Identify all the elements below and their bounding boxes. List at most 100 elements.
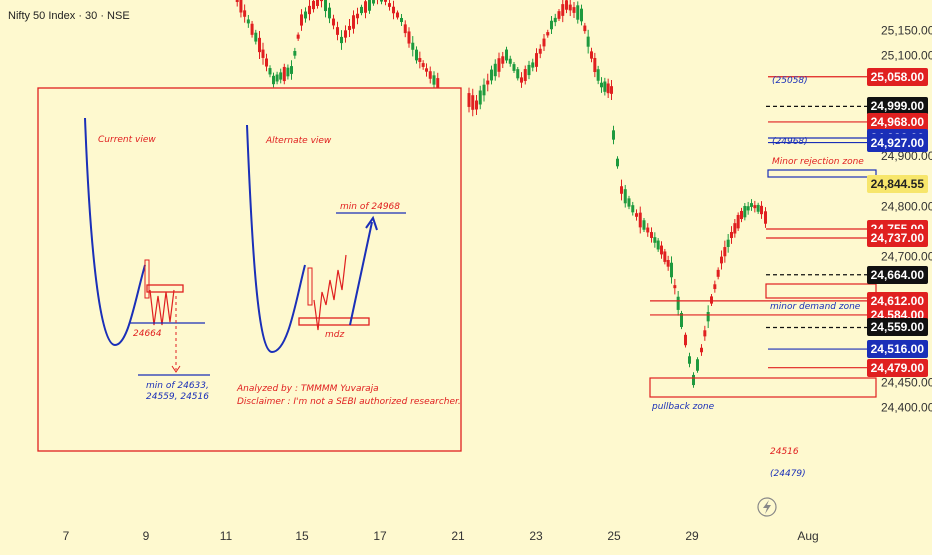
candle [740,210,743,220]
candle [523,69,527,81]
candle [482,84,486,96]
candle [635,213,638,217]
candle [316,0,319,6]
candle [261,49,265,58]
candle [421,63,425,67]
candle [418,58,422,62]
candle [620,186,623,194]
candle [493,63,497,77]
candle [557,11,561,19]
price-tag: 24,559.00 [866,318,928,337]
candle [380,0,383,2]
candle [680,313,683,327]
candle [726,239,730,247]
candle [243,10,247,17]
candle [336,27,339,35]
candle [436,78,440,92]
candle [356,13,359,19]
annotation-24479: (24479) [770,469,806,479]
candle [616,158,619,167]
candle [268,68,272,75]
minor-rejection-zone-label: Minor rejection zone [772,157,864,167]
candle [676,296,680,310]
candle [606,83,610,94]
candle [684,334,687,346]
price-tag: 25,058.00 [866,67,928,86]
min-text-2: 24559, 24516 [146,392,209,402]
inset-analysis-box: Current view Alternate view 24664 min of… [37,87,462,452]
minor-demand-zone-label: minor demand zone [770,302,861,312]
candle [490,69,493,81]
candle [312,0,315,10]
candle [486,80,490,85]
candle [396,12,399,18]
mdz-label: mdz [325,330,344,340]
y-axis[interactable]: 25,150.00 25,100.00 24,900.00 24,800.00 24,7… [881,24,932,415]
candle [344,30,347,38]
candle [743,206,747,218]
price-tag: 24,968.00 [866,112,928,131]
candle [550,20,553,30]
candle [411,42,415,50]
candle [352,15,355,29]
x-axis[interactable]: 7 9 11 15 17 21 23 25 29 Aug [63,529,819,543]
candle [576,5,580,20]
candle [368,0,371,11]
current-price-tag: 24,844.55 [866,174,928,193]
candle [304,11,307,19]
candle [696,359,699,371]
candle [688,356,691,364]
candle [286,67,290,77]
alternate-view-curve [246,124,306,354]
candle [296,34,300,39]
candle [692,374,695,386]
x-tick-label: 7 [63,529,70,543]
candle [750,203,753,207]
candle [324,0,327,12]
price-tag: 24,612.00 [866,291,928,310]
candle [730,231,733,239]
candle [328,7,331,19]
candle [471,95,475,110]
candle [254,32,258,42]
x-tick-label: 9 [143,529,150,543]
minor-rejection-zone-box [767,169,877,178]
candle [265,58,268,67]
y-tick-label: 24,700.00 [881,250,932,264]
x-tick-label: Aug [797,529,818,543]
candle [593,57,597,73]
candle [764,211,767,224]
candle [610,86,613,94]
candle [603,81,607,92]
candle [700,347,703,353]
y-tick-label: 24,450.00 [881,375,932,389]
candle [535,53,538,67]
pullback-zone-label: pullback zone [651,402,715,412]
candle [300,14,303,26]
candle [505,49,508,61]
candle [713,284,717,290]
x-tick-label: 25 [607,529,621,543]
candle [467,93,471,107]
candle [542,38,546,47]
x-tick-label: 21 [451,529,465,543]
candle [600,82,603,88]
candle [646,227,650,233]
candle [425,68,428,72]
candle [531,62,535,68]
y-tick-label: 24,800.00 [881,199,932,213]
disclaimer-text: Disclaimer : I'm not a SEBI authorized r… [237,397,461,407]
candle [670,262,673,278]
candle [538,48,542,54]
candle [733,223,737,234]
candle [572,7,576,13]
lightning-icon[interactable] [757,497,777,517]
y-tick-label: 25,100.00 [881,49,932,63]
candle [364,1,367,13]
candle [360,6,363,14]
x-tick-label: 23 [529,529,543,543]
price-tag: 24,737.00 [866,229,928,248]
y-tick-label: 25,150.00 [881,24,932,38]
